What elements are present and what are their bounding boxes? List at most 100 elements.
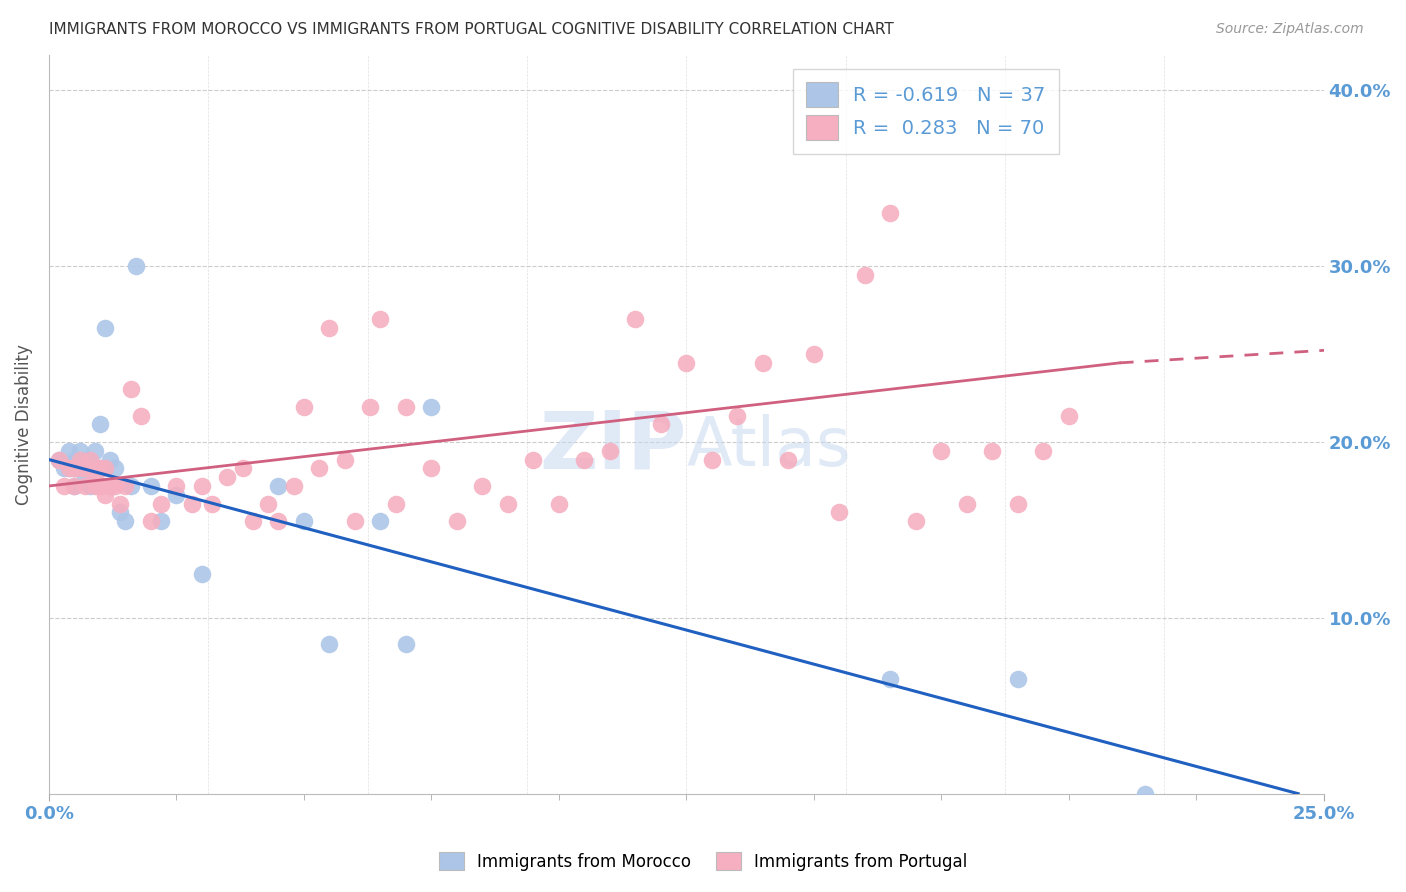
Point (343, 514, 366, 528)
Text: Atlas: Atlas (686, 414, 851, 480)
Point (395, 400, 418, 414)
Point (63, 479, 86, 493)
Point (752, 356, 775, 370)
Point (191, 479, 214, 493)
Point (956, 497, 979, 511)
Point (624, 312, 647, 326)
Point (83, 443, 105, 458)
Point (267, 479, 290, 493)
Point (384, 497, 406, 511)
Point (53, 479, 76, 493)
Point (150, 514, 173, 528)
Point (94, 320, 117, 334)
Point (58, 461, 80, 475)
Point (110, 497, 132, 511)
Point (292, 400, 315, 414)
Point (599, 443, 621, 458)
Y-axis label: Cognitive Disability: Cognitive Disability (15, 344, 32, 505)
Text: ZIP: ZIP (538, 408, 686, 485)
Point (496, 497, 519, 511)
Point (63, 452, 86, 467)
Point (79, 461, 101, 475)
Point (104, 479, 127, 493)
Legend: R = -0.619   N = 37, R =  0.283   N = 70: R = -0.619 N = 37, R = 0.283 N = 70 (793, 69, 1059, 153)
Point (139, 514, 162, 528)
Point (73, 470, 96, 484)
Point (242, 514, 264, 528)
Point (89, 417, 111, 432)
Point (110, 505, 132, 519)
Point (53, 461, 76, 475)
Point (359, 400, 381, 414)
Point (129, 409, 152, 423)
Point (114, 479, 136, 493)
Point (180, 497, 202, 511)
Text: IMMIGRANTS FROM MOROCCO VS IMMIGRANTS FROM PORTUGAL COGNITIVE DISABILITY CORRELA: IMMIGRANTS FROM MOROCCO VS IMMIGRANTS FR… (49, 22, 894, 37)
Point (725, 409, 748, 423)
Point (58, 443, 80, 458)
Point (318, 637, 340, 651)
Point (420, 400, 443, 414)
Point (191, 566, 214, 581)
Point (104, 461, 127, 475)
Point (79, 479, 101, 493)
Point (83, 479, 105, 493)
Point (94, 461, 117, 475)
Point (853, 268, 876, 282)
Point (650, 417, 672, 432)
Point (63, 461, 86, 475)
Point (73, 479, 96, 493)
Point (89, 479, 111, 493)
Point (63, 461, 86, 475)
Point (63, 479, 86, 493)
Point (904, 514, 927, 528)
Point (58, 461, 80, 475)
Point (292, 514, 315, 528)
Point (89, 461, 111, 475)
Point (333, 452, 356, 467)
Point (308, 461, 330, 475)
Point (828, 505, 851, 519)
Point (778, 452, 800, 467)
Point (79, 461, 101, 475)
Point (150, 497, 173, 511)
Point (446, 514, 468, 528)
Point (257, 497, 280, 511)
Point (83, 470, 105, 484)
Point (471, 479, 494, 493)
Point (73, 452, 96, 467)
Point (675, 356, 697, 370)
Point (1057, 409, 1080, 423)
Point (879, 673, 901, 687)
Point (73, 461, 96, 475)
Point (267, 514, 290, 528)
Point (803, 347, 825, 361)
Point (981, 443, 1004, 458)
Point (929, 443, 952, 458)
Point (89, 461, 111, 475)
Point (201, 497, 224, 511)
Point (420, 461, 443, 475)
Point (120, 382, 142, 396)
Point (83, 461, 105, 475)
Point (48, 452, 70, 467)
Point (370, 514, 392, 528)
Point (165, 479, 187, 493)
Point (879, 206, 901, 220)
Point (69, 452, 91, 467)
Point (318, 320, 340, 334)
Point (1032, 443, 1054, 458)
Point (48, 452, 70, 467)
Point (114, 514, 136, 528)
Point (1007, 673, 1029, 687)
Point (124, 259, 146, 273)
Point (370, 312, 392, 326)
Point (165, 488, 187, 502)
Point (120, 479, 142, 493)
Point (69, 461, 91, 475)
Point (69, 461, 91, 475)
Point (139, 479, 162, 493)
Point (98, 452, 121, 467)
Point (94, 488, 117, 502)
Point (522, 452, 544, 467)
